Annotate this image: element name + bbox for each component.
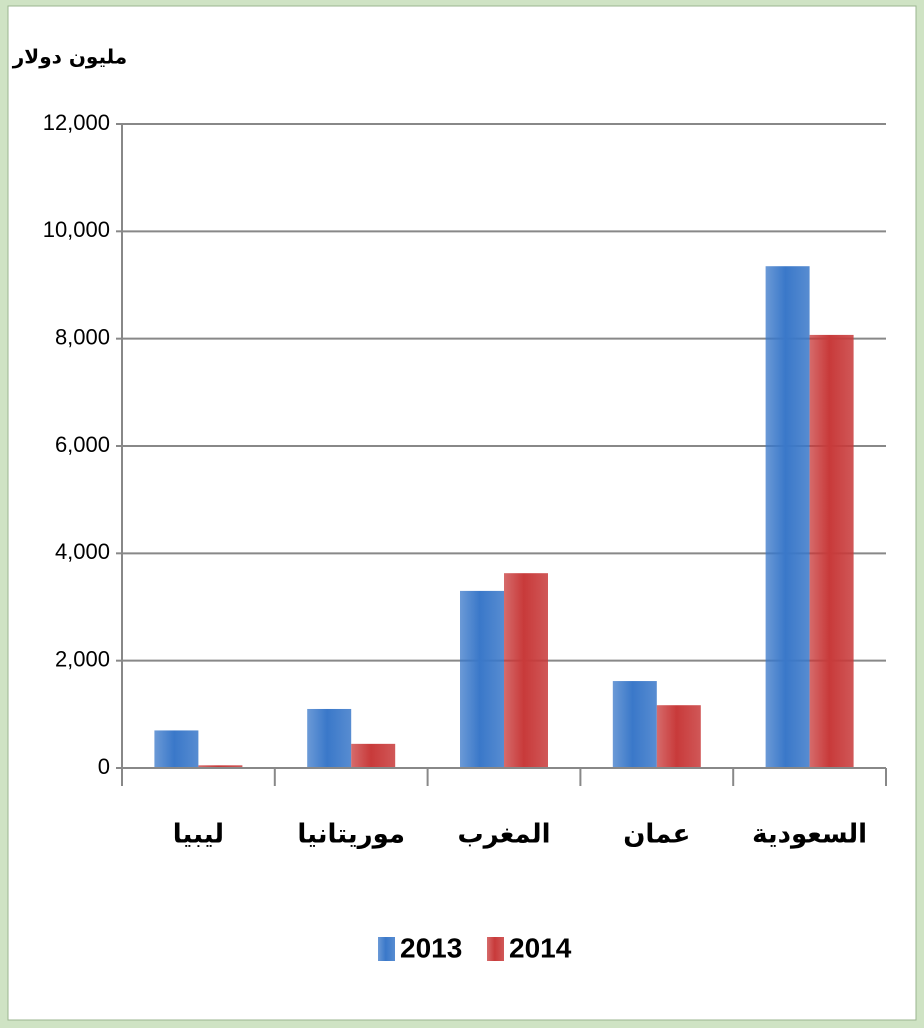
x-tick-label: السعودية: [752, 820, 867, 850]
x-tick-label: عمان: [623, 820, 690, 850]
bar: [351, 743, 396, 768]
x-tick-label: موريتانيا: [297, 820, 405, 850]
x-tick-label: المغرب: [457, 820, 550, 850]
bar: [307, 708, 352, 768]
bar: [656, 705, 701, 768]
y-tick-label: 0: [98, 754, 110, 779]
y-tick-label: 2,000: [55, 646, 110, 671]
panel: [7, 5, 917, 1021]
y-axis-label: مليون دولار: [12, 45, 127, 69]
y-tick-label: 12,000: [43, 110, 110, 135]
y-tick-label: 6,000: [55, 432, 110, 457]
legend-label: 2013: [400, 932, 462, 963]
bar: [460, 590, 504, 768]
legend-swatch: [378, 937, 395, 961]
x-tick-label: ليبيا: [173, 820, 224, 850]
y-tick-label: 8,000: [55, 324, 110, 349]
bar: [198, 765, 243, 768]
bar: [765, 266, 810, 768]
legend-label: 2014: [509, 932, 572, 963]
legend-swatch: [487, 937, 504, 961]
y-tick-label: 4,000: [55, 539, 110, 564]
bar: [612, 681, 657, 768]
bar: [504, 573, 548, 768]
bar: [809, 334, 854, 768]
bar: [154, 730, 199, 768]
y-tick-label: 10,000: [43, 217, 110, 242]
